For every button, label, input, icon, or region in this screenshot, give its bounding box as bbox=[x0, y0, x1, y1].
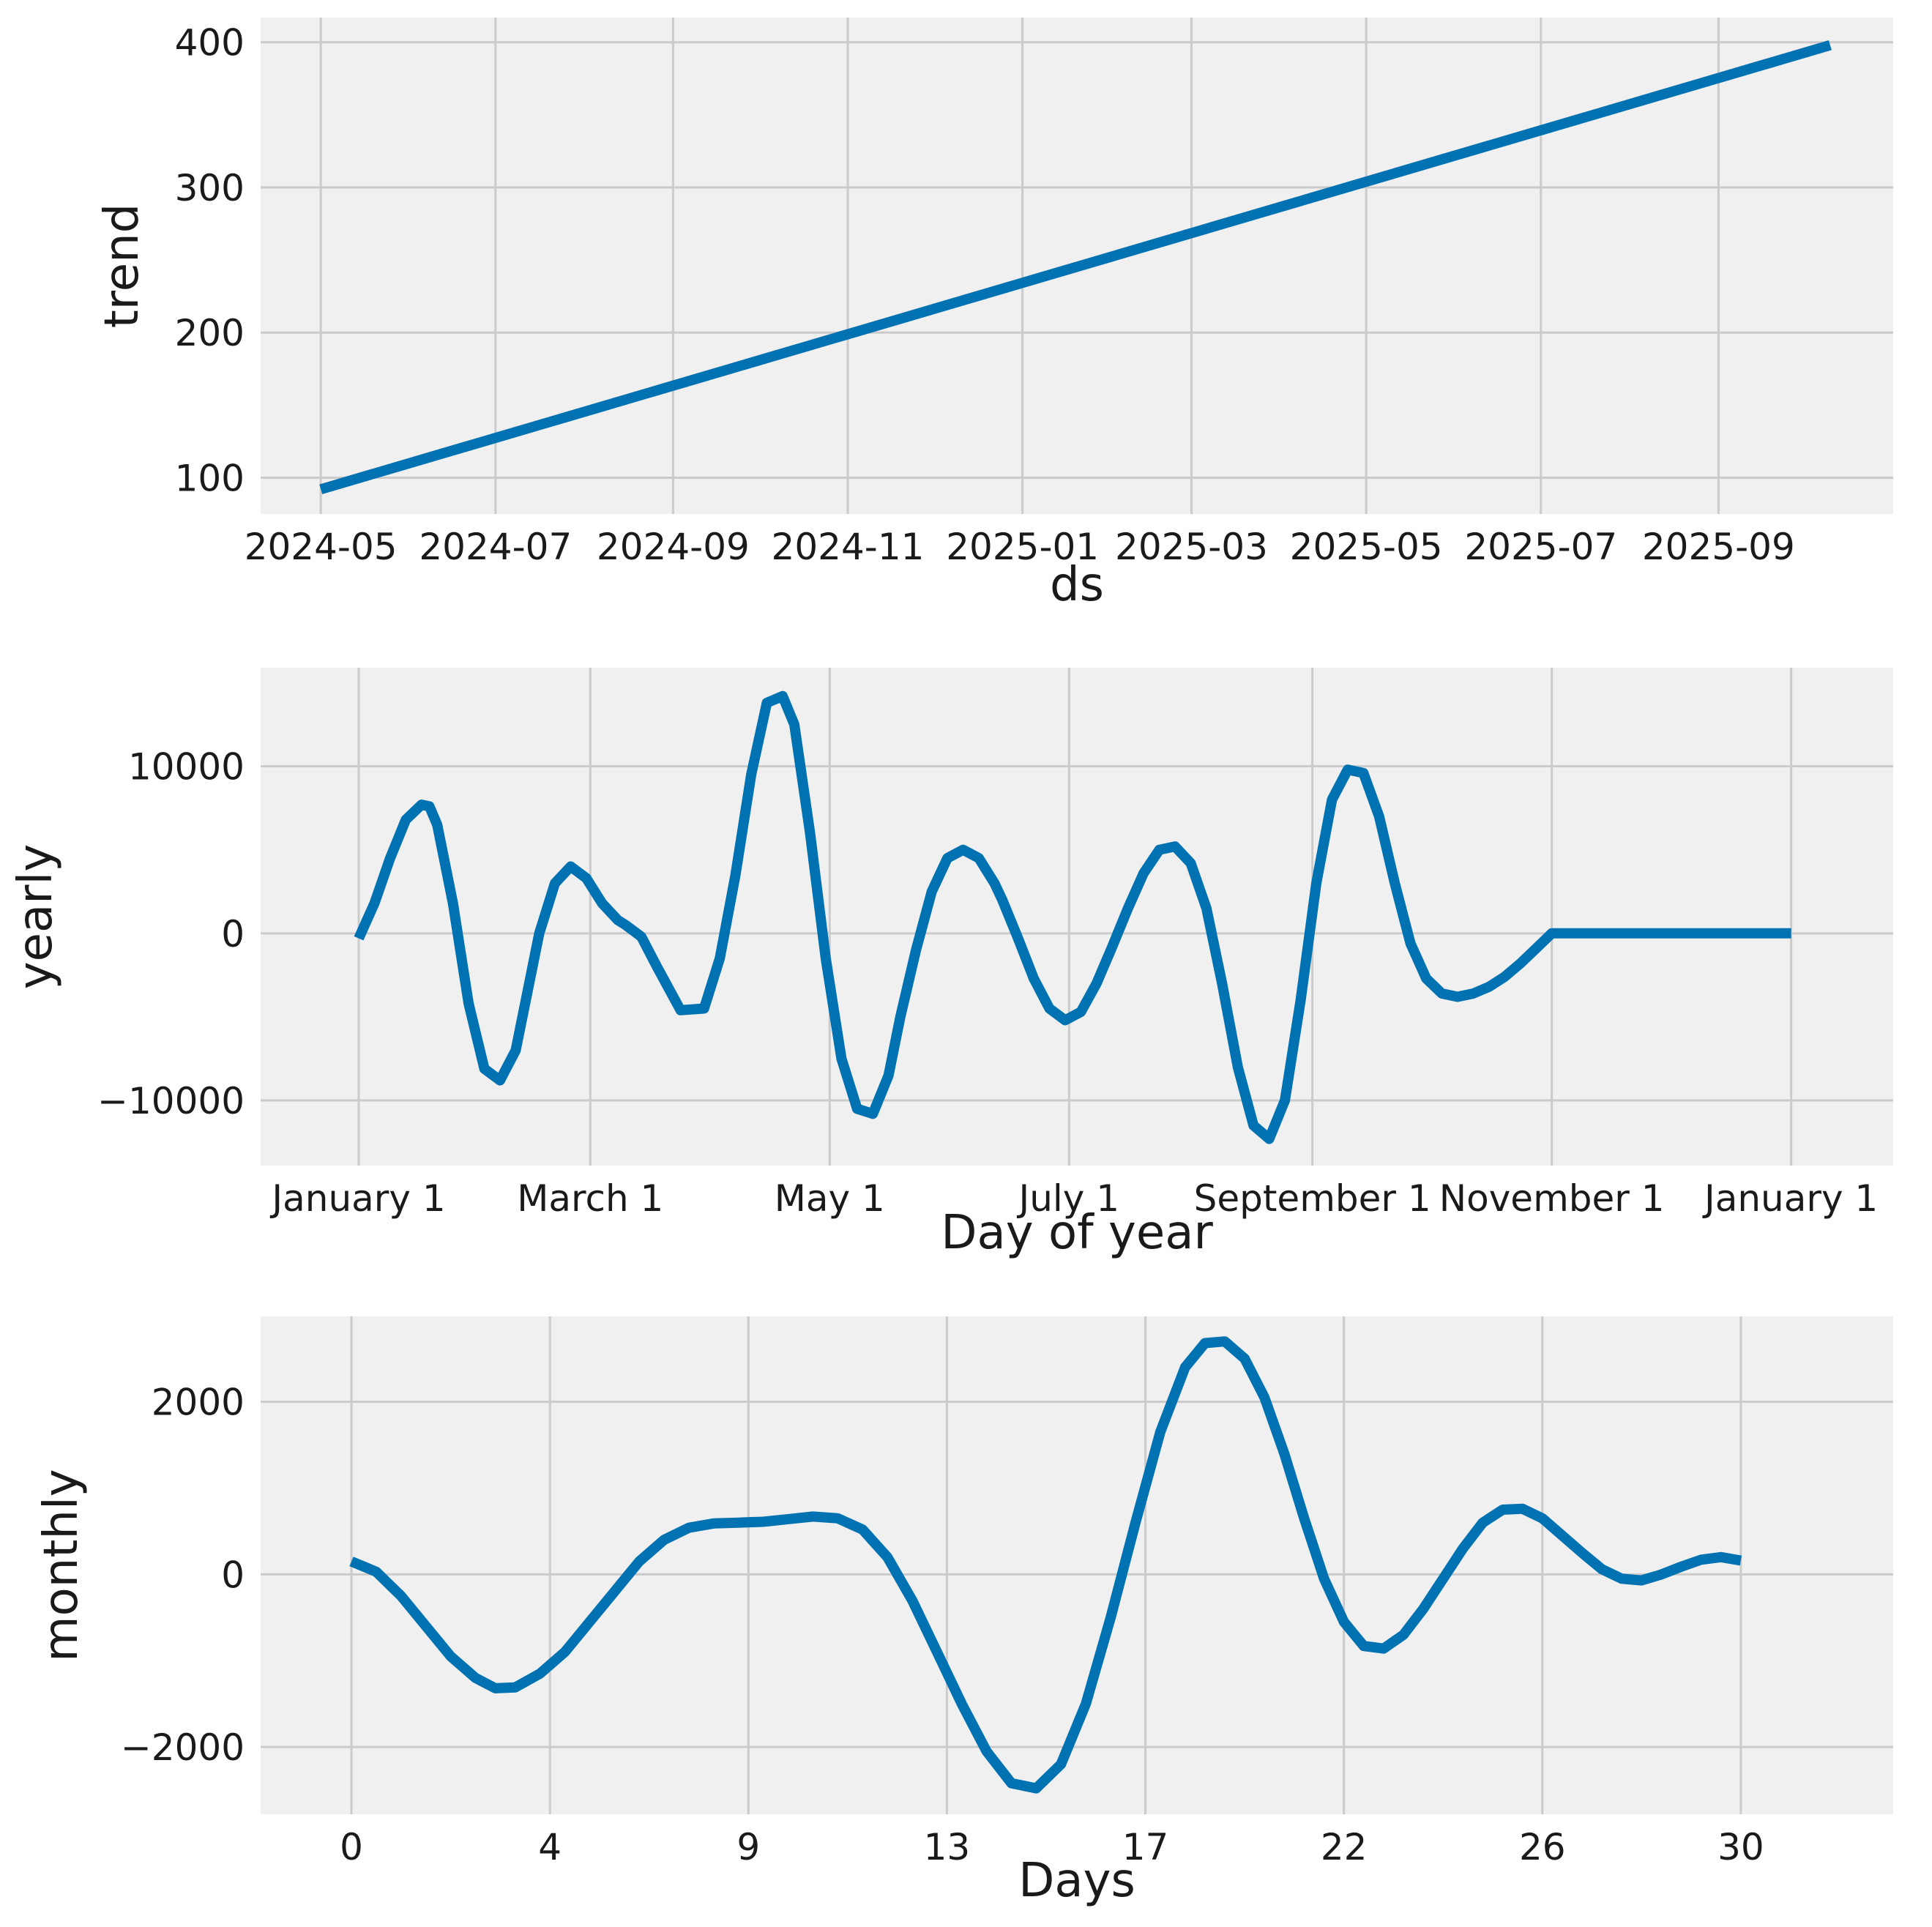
series-line bbox=[349, 1336, 1742, 1794]
y-tick-label: −2000 bbox=[121, 1726, 245, 1769]
x-tick-label: 22 bbox=[1321, 1826, 1368, 1868]
x-tick-label: 2025-09 bbox=[1642, 526, 1795, 568]
y-tick-label: 100 bbox=[175, 457, 245, 499]
chart-panel-1: 2024-05 2024-07 2024-09 2024-11 2025-01 2025-… bbox=[95, 18, 1893, 612]
x-tick-label: 13 bbox=[924, 1826, 971, 1868]
y-tick-label: 10000 bbox=[128, 746, 245, 789]
x-tick-label: May 1 bbox=[775, 1177, 885, 1220]
y-tick-label: 400 bbox=[175, 22, 245, 64]
x-tick-label: 2024-11 bbox=[772, 526, 925, 568]
x-tick-label: 30 bbox=[1717, 1826, 1764, 1868]
y-tick-label: 300 bbox=[175, 167, 245, 209]
x-tick-label: 0 bbox=[340, 1826, 363, 1868]
x-tick-label: November 1 bbox=[1439, 1177, 1665, 1220]
x-tick-label: 17 bbox=[1122, 1826, 1169, 1868]
x-tick-label: 4 bbox=[538, 1826, 562, 1868]
x-tick-label: 2024-07 bbox=[419, 526, 572, 568]
x-tick-label: 2025-07 bbox=[1464, 526, 1617, 568]
x-tick-label: 9 bbox=[736, 1826, 760, 1868]
x-tick-label: January 1 bbox=[269, 1177, 445, 1220]
x-tick-label: 2024-09 bbox=[597, 526, 750, 568]
y-tick-label: 0 bbox=[221, 913, 245, 955]
x-axis-label: ds bbox=[1050, 558, 1104, 612]
y-axis-label: trend bbox=[95, 204, 149, 329]
x-tick-label: July 1 bbox=[1016, 1177, 1119, 1220]
x-axis-label: Days bbox=[1018, 1854, 1135, 1908]
x-tick-label: January 1 bbox=[1702, 1177, 1878, 1220]
x-tick-label: March 1 bbox=[517, 1177, 663, 1220]
x-tick-label: 26 bbox=[1519, 1826, 1566, 1868]
x-tick-label: 2025-05 bbox=[1290, 526, 1443, 568]
plot-background bbox=[261, 668, 1893, 1166]
x-tick-label: September 1 bbox=[1194, 1177, 1431, 1220]
y-tick-label: 0 bbox=[221, 1554, 245, 1596]
y-tick-label: 200 bbox=[175, 312, 245, 354]
plot-background bbox=[261, 1316, 1893, 1814]
x-tick-label: 2025-01 bbox=[946, 526, 1099, 568]
chart-panel-2: January 1 March 1 May 1 July 1 September 1 No… bbox=[9, 668, 1893, 1260]
x-tick-label: 2024-05 bbox=[245, 526, 398, 568]
y-tick-label: 2000 bbox=[152, 1382, 245, 1424]
series-line bbox=[354, 690, 1791, 1144]
y-tick-label: −10000 bbox=[97, 1080, 245, 1122]
x-tick-label: 2025-03 bbox=[1115, 526, 1268, 568]
series-line bbox=[319, 40, 1832, 495]
y-axis-label: yearly bbox=[9, 844, 63, 989]
y-axis-label: monthly bbox=[34, 1469, 89, 1661]
chart-panel-3: 0 4 9 13 17 22 26 30 −2000 0 2000 Days monthly bbox=[34, 1316, 1893, 1908]
x-axis-label: Day of year bbox=[941, 1206, 1213, 1260]
